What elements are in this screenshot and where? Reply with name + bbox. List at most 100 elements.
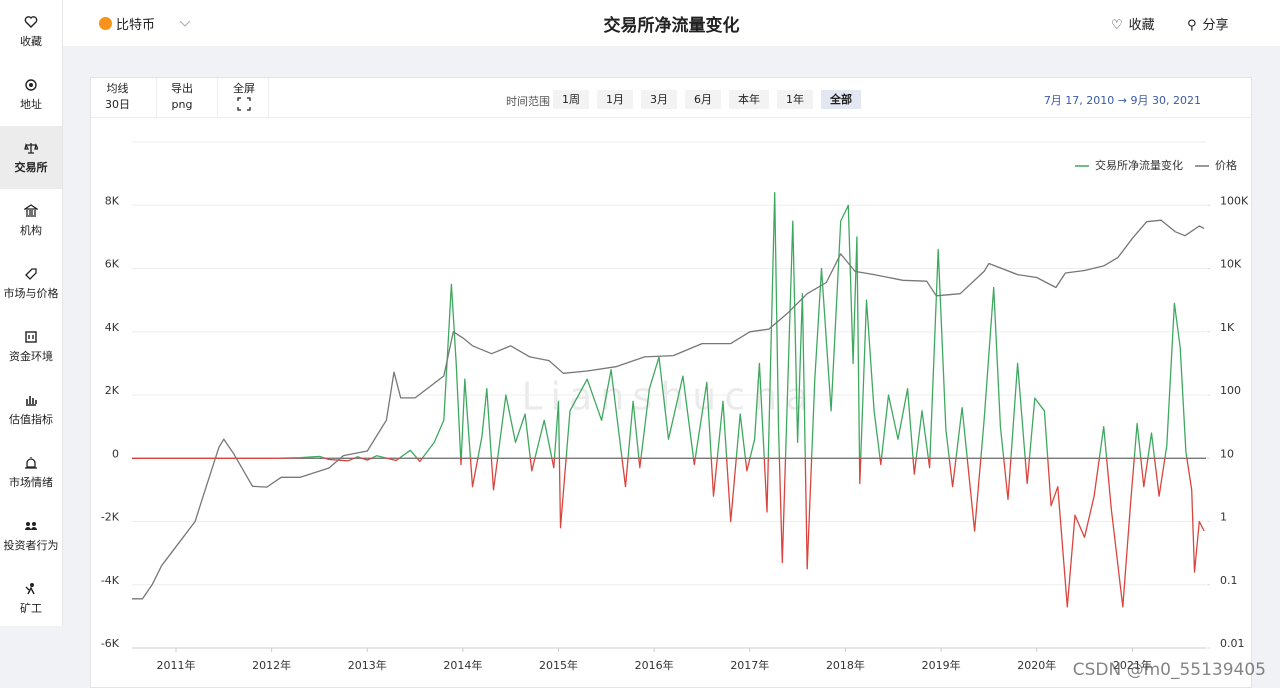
export-select[interactable]: 导出 png bbox=[171, 81, 193, 113]
icon bbox=[25, 330, 37, 343]
nav-item[interactable]: 估值指标 bbox=[0, 378, 62, 441]
legend-label: 交易所净流量变化 bbox=[1095, 158, 1183, 172]
date-range: 7月 17, 2010 → 9月 30, 2021 bbox=[1044, 92, 1201, 108]
nav-item[interactable]: 资金环境 bbox=[0, 315, 62, 378]
range-button[interactable]: 6月 bbox=[685, 90, 721, 109]
nav-label: 投资者行为 bbox=[3, 538, 59, 552]
nav-label: 收藏 bbox=[20, 34, 42, 48]
nav-item[interactable]: 交易所 bbox=[0, 126, 62, 189]
nav-item[interactable]: 矿工 bbox=[0, 567, 62, 630]
chevron bbox=[179, 20, 191, 27]
chart-watermark: Lianshucha bbox=[521, 375, 816, 419]
x-tick-label: 2017年 bbox=[730, 658, 769, 672]
y2-tick-label: 1K bbox=[1220, 321, 1235, 334]
y-tick-label: 4K bbox=[105, 321, 120, 334]
nav-label: 交易所 bbox=[14, 160, 48, 174]
end-date: 9月 30, 2021 bbox=[1130, 94, 1201, 107]
range-button[interactable]: 全部 bbox=[821, 90, 861, 109]
divider bbox=[268, 78, 269, 117]
coin-icon bbox=[99, 17, 112, 30]
nav-label: 矿工 bbox=[20, 601, 42, 615]
y2-tick-label: 100 bbox=[1220, 384, 1241, 397]
y-tick-label: -6K bbox=[101, 637, 120, 650]
divider bbox=[217, 78, 218, 117]
icon bbox=[24, 15, 38, 28]
y2-tick-label: 100K bbox=[1220, 194, 1249, 207]
nav-item[interactable]: 投资者行为 bbox=[0, 504, 62, 567]
range-button[interactable]: 1月 bbox=[597, 90, 633, 109]
export-label: 导出 bbox=[171, 82, 193, 95]
legend-label: 价格 bbox=[1215, 158, 1237, 172]
series-line bbox=[132, 219, 1205, 600]
range-button[interactable]: 本年 bbox=[729, 90, 769, 109]
nav-label: 资金环境 bbox=[9, 349, 53, 363]
y-tick-label: -2K bbox=[101, 511, 120, 524]
fullscreen-button[interactable]: 全屏 bbox=[233, 81, 255, 116]
x-tick-label: 2012年 bbox=[252, 658, 291, 672]
nav-label: 机构 bbox=[20, 223, 42, 237]
watermark: CSDN @m0_55139405 bbox=[1072, 660, 1266, 680]
y2-tick-label: 0.1 bbox=[1220, 574, 1238, 587]
x-tick-label: 2013年 bbox=[348, 658, 387, 672]
nav-label: 市场情绪 bbox=[9, 475, 53, 489]
x-tick-label: 2019年 bbox=[922, 658, 961, 672]
x-tick-label: 2018年 bbox=[826, 658, 865, 672]
y2-tick-label: 1 bbox=[1220, 511, 1227, 524]
y2-tick-label: 10K bbox=[1220, 258, 1242, 271]
nav-item[interactable]: 收藏 bbox=[0, 0, 62, 63]
y2-tick-label: 10 bbox=[1220, 447, 1234, 460]
icon bbox=[25, 456, 37, 469]
range-button[interactable]: 1年 bbox=[777, 90, 813, 109]
nav-label: 估值指标 bbox=[9, 412, 53, 426]
sidebar: 收藏 地址 交易所 机构 市场与价格 资金环境 估值指标 市场情绪 投资者行为 … bbox=[0, 0, 63, 626]
arrow: → bbox=[1117, 94, 1128, 107]
fullscreen-label: 全屏 bbox=[233, 82, 255, 95]
chart: Lianshucha -6K -4K -2K 0 2K 4K 6K 8K 0.01 0.1 1 10 10… bbox=[101, 141, 1249, 672]
icon bbox=[25, 267, 37, 280]
nav-label: 地址 bbox=[20, 97, 42, 111]
export-value: png bbox=[171, 98, 193, 111]
favorite-label: 收藏 bbox=[1128, 18, 1155, 33]
coin-select[interactable]: 比特币 bbox=[99, 14, 191, 33]
series-line bbox=[132, 191, 1205, 608]
nav-item[interactable]: 机构 bbox=[0, 189, 62, 252]
header: 比特币 交易所净流量变化 ♡ 收藏 ⚲ 分享 bbox=[63, 0, 1280, 46]
ma-select[interactable]: 均线 30日 bbox=[105, 81, 130, 113]
toolbar: 均线 30日 导出 png 全屏 时间范围 1周 1月 3月 6月 本年 1年 全部 7月 17… bbox=[91, 78, 1251, 118]
y-tick-label: 6K bbox=[105, 258, 120, 271]
x-tick-label: 2020年 bbox=[1017, 658, 1056, 672]
share-label: 分享 bbox=[1202, 18, 1229, 33]
nav-item[interactable]: 市场情绪 bbox=[0, 441, 62, 504]
coin-name: 比特币 bbox=[116, 18, 156, 33]
x-tick-label: 2016年 bbox=[635, 658, 674, 672]
icon bbox=[25, 521, 37, 530]
icon bbox=[26, 395, 37, 406]
icon bbox=[24, 142, 38, 154]
range-button[interactable]: 1周 bbox=[553, 90, 589, 109]
favorite-button[interactable]: ♡ 收藏 bbox=[1111, 18, 1155, 33]
nav-label: 市场与价格 bbox=[3, 286, 59, 300]
icon bbox=[25, 582, 35, 594]
start-date: 7月 17, 2010 bbox=[1043, 94, 1115, 107]
icon bbox=[24, 203, 38, 217]
nav-item[interactable]: 地址 bbox=[0, 63, 62, 126]
icon bbox=[25, 78, 37, 91]
x-tick-label: 2021年 bbox=[1113, 658, 1152, 672]
fullscreen-icon bbox=[237, 97, 251, 111]
y-tick-label: 0 bbox=[112, 447, 119, 460]
y2-tick-label: 0.01 bbox=[1220, 637, 1245, 650]
y-tick-label: -4K bbox=[101, 574, 120, 587]
ma-value: 30日 bbox=[105, 98, 130, 111]
divider bbox=[156, 78, 157, 117]
y-tick-label: 8K bbox=[105, 194, 120, 207]
range-label: 时间范围 bbox=[506, 95, 550, 108]
range-button[interactable]: 3月 bbox=[641, 90, 677, 109]
nav-item[interactable]: 市场与价格 bbox=[0, 252, 62, 315]
x-tick-label: 2014年 bbox=[443, 658, 482, 672]
y-tick-label: 2K bbox=[105, 384, 120, 397]
ma-label: 均线 bbox=[106, 82, 129, 95]
page-title: 交易所净流量变化 bbox=[603, 16, 740, 36]
x-tick-label: 2011年 bbox=[156, 658, 195, 672]
share-button[interactable]: ⚲ 分享 bbox=[1187, 18, 1229, 33]
